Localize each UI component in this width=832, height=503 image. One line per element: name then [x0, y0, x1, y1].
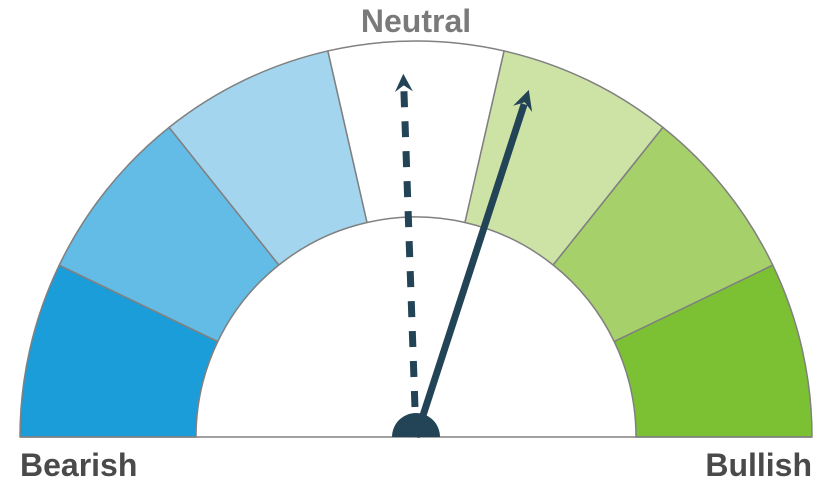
bearish-label: Bearish — [20, 447, 137, 484]
sentiment-gauge — [0, 0, 832, 503]
bullish-label: Bullish — [705, 447, 812, 484]
neutral-label: Neutral — [361, 3, 471, 40]
